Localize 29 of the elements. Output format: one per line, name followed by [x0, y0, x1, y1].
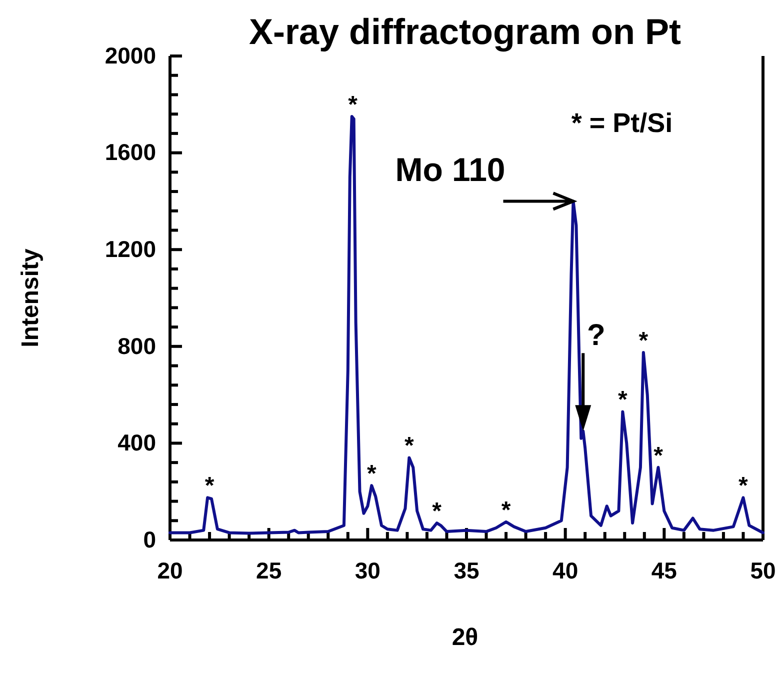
x-tick-label: 30	[354, 557, 380, 584]
annotation: *	[638, 327, 649, 354]
annotation: * = Pt/Si	[571, 108, 673, 138]
annotation: *	[366, 460, 377, 488]
annotation: *	[738, 472, 749, 500]
x-tick-label: 50	[750, 557, 776, 584]
y-tick-label: 800	[118, 332, 156, 359]
y-axis-title: Intensity	[17, 248, 44, 348]
annotation: Mo 110	[395, 151, 506, 188]
annotation: *	[618, 386, 628, 414]
annotation: *	[348, 92, 358, 118]
x-tick-label: 45	[651, 557, 678, 584]
y-tick-label: 2000	[104, 42, 156, 68]
annotation: *	[404, 432, 415, 460]
y-tick-label: 1200	[104, 236, 156, 262]
x-tick-label: 20	[157, 557, 183, 584]
annotation: *	[501, 496, 512, 524]
y-tick-label: 400	[118, 430, 156, 456]
x-tick-label: 40	[552, 557, 578, 584]
annotation: *	[432, 498, 442, 526]
x-tick-label: 25	[256, 557, 282, 584]
annotation: ?	[586, 319, 606, 352]
y-tick-label: 1600	[104, 139, 156, 166]
annotation: *	[654, 442, 664, 470]
y-tick-label: 0	[143, 526, 156, 552]
chart-title: X-ray diffractogram on Pt	[248, 11, 682, 52]
x-axis-title: 2θ	[452, 624, 478, 651]
annotation: *	[204, 472, 215, 500]
x-tick-label: 35	[454, 557, 480, 584]
